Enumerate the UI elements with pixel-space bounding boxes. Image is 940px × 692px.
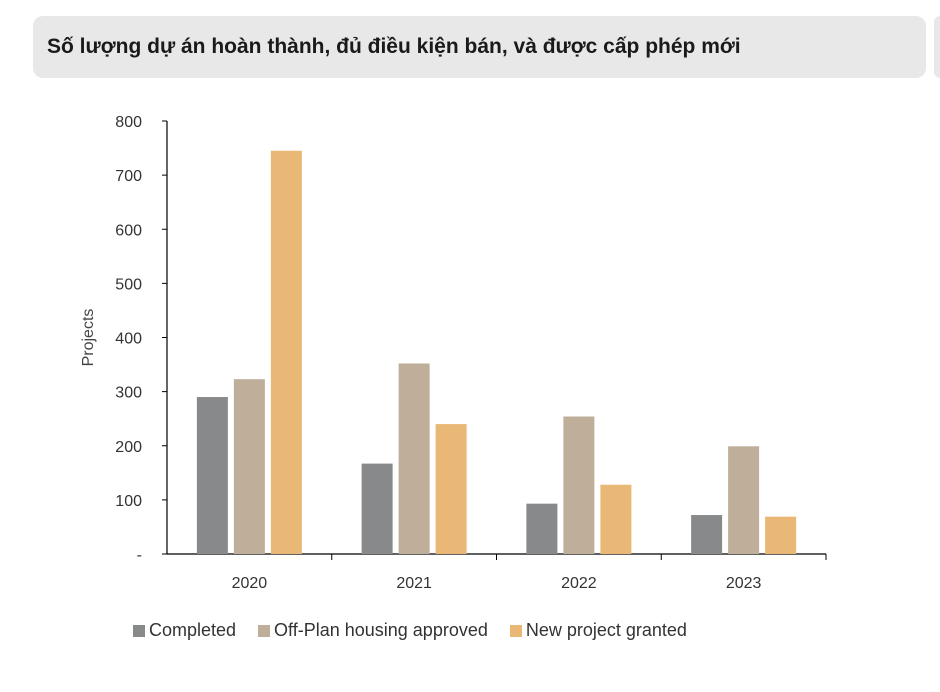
bar-off-plan-housing-approved-2023 (728, 446, 760, 554)
x-tick-label: 2020 (232, 575, 268, 592)
chart-title: Số lượng dự án hoàn thành, đủ điều kiện … (47, 35, 741, 58)
legend-label-completed: Completed (149, 620, 237, 640)
y-tick-label: 800 (115, 114, 142, 131)
title-bar: Số lượng dự án hoàn thành, đủ điều kiện … (33, 16, 926, 78)
legend-item-new-project[interactable]: New project granted (509, 620, 687, 641)
legend-label-off-plan: Off-Plan housing approved (274, 620, 488, 640)
bar-new-project-granted-2020 (270, 150, 302, 555)
y-tick-label: 100 (115, 493, 142, 510)
legend-item-off-plan[interactable]: Off-Plan housing approved (258, 620, 488, 641)
y-tick-label: 400 (115, 331, 142, 348)
x-tick-label: 2022 (561, 575, 597, 592)
bar-new-project-granted-2022 (600, 484, 632, 554)
bar-off-plan-housing-approved-2022 (563, 416, 595, 554)
y-tick-label: 200 (115, 439, 142, 456)
bar-completed-2022 (526, 503, 558, 554)
legend-swatch-completed (133, 624, 145, 637)
bar-new-project-granted-2023 (765, 516, 797, 554)
title-bar-edge (934, 16, 940, 78)
x-tick-label: 2023 (726, 575, 762, 592)
bar-off-plan-housing-approved-2021 (398, 363, 430, 554)
legend: Completed Off-Plan housing approved New … (133, 620, 709, 641)
y-tick-label: 600 (115, 222, 142, 239)
legend-label-new-project: New project granted (525, 620, 687, 640)
y-tick-label: 300 (115, 385, 142, 402)
y-tick-label: 700 (115, 168, 142, 185)
legend-swatch-off-plan (258, 624, 271, 637)
y-axis-label: Projects (80, 309, 97, 367)
bar-completed-2020 (196, 397, 228, 554)
x-tick-label: 2021 (396, 575, 432, 592)
y-tick-label: - (137, 547, 142, 564)
bar-new-project-granted-2021 (435, 424, 467, 554)
legend-swatch-new-project (509, 624, 522, 637)
y-tick-label: 500 (115, 276, 142, 293)
legend-item-completed[interactable]: Completed (133, 620, 236, 641)
bar-completed-2021 (361, 463, 393, 554)
bar-off-plan-housing-approved-2020 (233, 379, 265, 554)
bar-completed-2023 (691, 515, 723, 554)
bar-chart: - 100 200 300 400 500 600 700 800 Projects 2020 202… (80, 114, 827, 592)
